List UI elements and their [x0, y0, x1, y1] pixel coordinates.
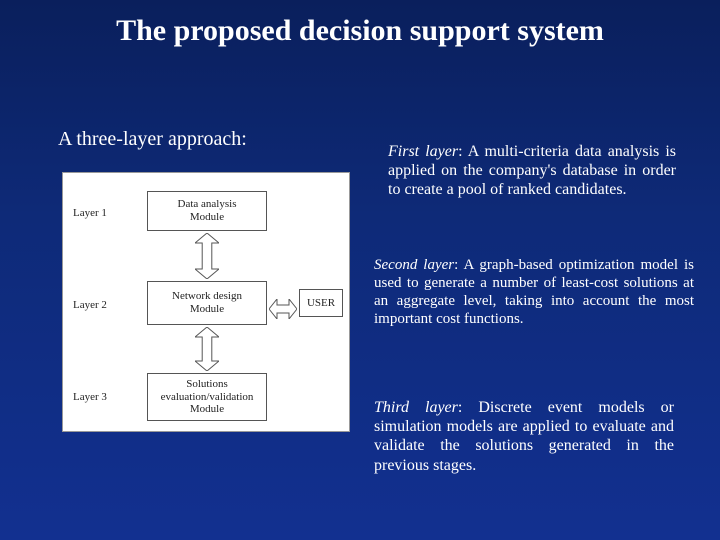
- para-second-layer: Second layer: A graph-based optimization…: [374, 256, 694, 328]
- layer-label: Layer 3: [73, 391, 107, 403]
- box-data-analysis: Data analysisModule: [147, 191, 267, 231]
- slide-title: The proposed decision support system: [0, 0, 720, 47]
- para-lead: First layer: [388, 143, 458, 160]
- layer-label: Layer 1: [73, 207, 107, 219]
- box-solutions: Solutionsevaluation/validationModule: [147, 373, 267, 421]
- para-third-layer: Third layer: Discrete event models or si…: [374, 398, 674, 475]
- box-user: USER: [299, 289, 343, 317]
- layer-label: Layer 2: [73, 299, 107, 311]
- para-lead: Third layer: [374, 399, 458, 416]
- para-lead: Second layer: [374, 257, 454, 273]
- para-first-layer: First layer: A multi-criteria data analy…: [388, 142, 676, 200]
- layer-diagram: Layer 1 Layer 2 Layer 3 Data analysisModule…: [62, 172, 350, 432]
- box-network-design: Network designModule: [147, 281, 267, 325]
- slide-subtitle: A three-layer approach:: [58, 128, 247, 151]
- arrow-vertical: [195, 327, 219, 371]
- slide: The proposed decision support system A t…: [0, 0, 720, 540]
- arrow-horizontal: [269, 299, 297, 319]
- arrow-vertical: [195, 233, 219, 279]
